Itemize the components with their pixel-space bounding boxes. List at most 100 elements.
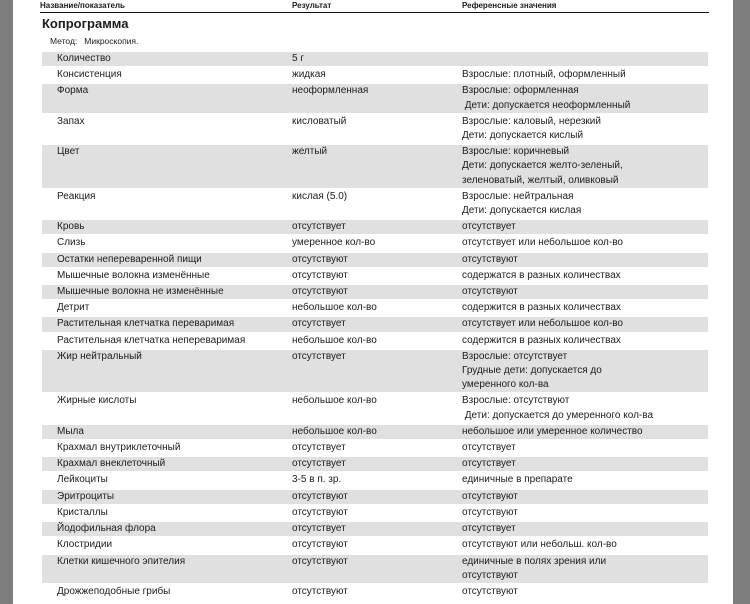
reference-line: Взрослые: оформленная [462,85,579,97]
table-row: Клостридии отсутствуют отсутствуют или неб… [42,537,708,553]
row-name: Кровь [57,221,85,233]
table-row: Растительная клетчатка переваримая отсутс… [42,316,708,332]
reference-line: отсутствует или небольшое кол-во [462,318,623,330]
row-result: отсутствуют [292,269,348,281]
reference-line: отсутствуют [462,253,518,265]
row-reference: Взрослые: отсутствуют Дети: допускается … [462,394,708,422]
table-row: Эритроциты отсутствуют отсутствуют [42,489,708,505]
table-row: Цвет желтый Взрослые: коричневый Дети: допу… [42,144,708,189]
reference-line: Дети: допускается желто-зеленый, [462,160,623,172]
reference-line: Взрослые: плотный, оформленный [462,69,626,81]
row-name: Растительная клетчатка переваримая [57,318,235,330]
row-result: 5 г [292,53,304,64]
row-result: отсутствует [292,458,346,470]
reference-line: Дети: допускается неоформленный [462,99,631,111]
table-row: Форма неоформленная Взрослые: оформленная … [42,83,708,113]
row-result: небольшое кол-во [292,302,377,314]
row-reference: небольшое или умеренное количество [462,425,708,439]
reference-line: Взрослые: каловый, нерезкий [462,115,601,127]
row-name: Мыла [57,425,84,437]
row-reference [462,52,708,66]
reference-line: Дети: допускается до умеренного кол-ва [462,409,654,421]
reference-line: Взрослые: отсутствует [462,350,568,362]
column-header-name: Название/показатель [40,1,125,10]
row-name: Растительная клетчатка непереваримая [57,334,246,346]
row-reference: отсутствуют или небольш. кол-во [462,538,708,552]
table-row: Крахмал внеклеточный отсутствует отсутству… [42,456,708,472]
row-name: Слизь [57,237,86,249]
reference-line: содержится в разных количествах [462,302,621,314]
row-result: отсутствует [292,318,346,330]
column-header-result: Результат [292,1,332,10]
row-name: Йодофильная флора [57,523,156,535]
row-reference: Взрослые: коричневый Дети: допускается же… [462,145,708,188]
row-result: небольшое кол-во [292,425,377,437]
row-result: отсутствует [292,442,346,454]
row-name: Количество [57,53,111,64]
reference-line: отсутствует или небольшое кол-во [462,237,623,249]
method-value: Микроскопия. [84,36,139,46]
reference-line: отсутствует [462,523,516,535]
row-result: 3-5 в п. зр. [292,474,342,486]
table-row: Детрит небольшое кол-во содержится в разны… [42,300,708,316]
reference-line: отсутствуют [462,569,518,581]
row-name: Крахмал внутриклеточный [57,442,181,454]
table-row: Дрожжеподобные грибы отсутствуют отсутству… [42,584,708,600]
row-result: отсутствует [292,221,346,233]
reference-line: отсутствует [462,221,516,233]
method-line: Метод: Микроскопия. [50,37,733,46]
reference-line: Взрослые: отсутствуют [462,395,570,407]
row-result: отсутствуют [292,490,348,502]
row-reference: Взрослые: плотный, оформленный [462,68,708,82]
row-result: отсутствует [292,350,346,362]
row-name: Мышечные волокна изменённые [57,269,210,281]
row-reference: отсутствуют [462,506,708,520]
row-name: Жирные кислоты [57,395,137,407]
table-row: Мышечные волокна изменённые отсутствуют со… [42,268,708,284]
row-name: Форма [57,85,89,97]
row-reference: Взрослые: оформленная Дети: допускается … [462,84,708,112]
table-row: Крахмал внутриклеточный отсутствует отсутс… [42,440,708,456]
reference-line: отсутствует [462,458,516,470]
reference-line: умеренного кол-ва [462,379,549,391]
reference-line: отсутствуют [462,506,518,518]
row-result: небольшое кол-во [292,395,377,407]
report-page: Название/показатель Результат Референсны… [13,0,733,604]
row-reference: Взрослые: отсутствует Грудные дети: допус… [462,350,708,393]
row-reference: Взрослые: каловый, нерезкий Дети: допуска… [462,115,708,143]
reference-line: Дети: допускается кислый [462,130,584,142]
row-name: Запах [57,115,85,127]
reference-line: Взрослые: нейтральная [462,190,574,202]
row-name: Эритроциты [57,490,115,502]
row-reference: отсутствуют [462,285,708,299]
table-row: Йодофильная флора отсутствует отсутствует [42,521,708,537]
reference-line: отсутствует [462,442,516,454]
row-result: кисловатый [292,115,347,127]
row-name: Клостридии [57,539,113,551]
row-result: отсутствуют [292,585,348,597]
row-result: отсутствуют [292,506,348,518]
row-reference: содержатся в разных количествах [462,269,708,283]
row-reference: единичные в полях зрения или отсутствуют [462,555,708,583]
row-reference: отсутствует [462,220,708,234]
reference-line: зеленоватый, желтый, оливковый [462,174,619,186]
row-name: Кристаллы [57,506,108,518]
table-header: Название/показатель Результат Референсны… [40,0,709,13]
table-row: Растительная клетчатка непереваримая небо… [42,333,708,349]
viewer-left-margin [0,0,13,604]
row-result: неоформленная [292,85,369,97]
table-row: Жир нейтральный отсутствует Взрослые: отсу… [42,349,708,394]
table-row: Кровь отсутствует отсутствует [42,219,708,235]
row-reference: содержится в разных количествах [462,334,708,348]
row-name: Клетки кишечного эпителия [57,555,186,567]
row-reference: отсутствует [462,441,708,455]
row-result: отсутствуют [292,539,348,551]
row-result: жидкая [292,69,326,81]
row-name: Жир нейтральный [57,350,142,362]
row-name: Дрожжеподобные грибы [57,585,171,597]
row-result: кислая (5.0) [292,190,348,202]
method-label: Метод: [50,36,78,46]
row-name: Детрит [57,302,90,314]
reference-line: отсутствуют [462,490,518,502]
table-row: Мыла небольшое кол-во небольшое или умерен… [42,424,708,440]
